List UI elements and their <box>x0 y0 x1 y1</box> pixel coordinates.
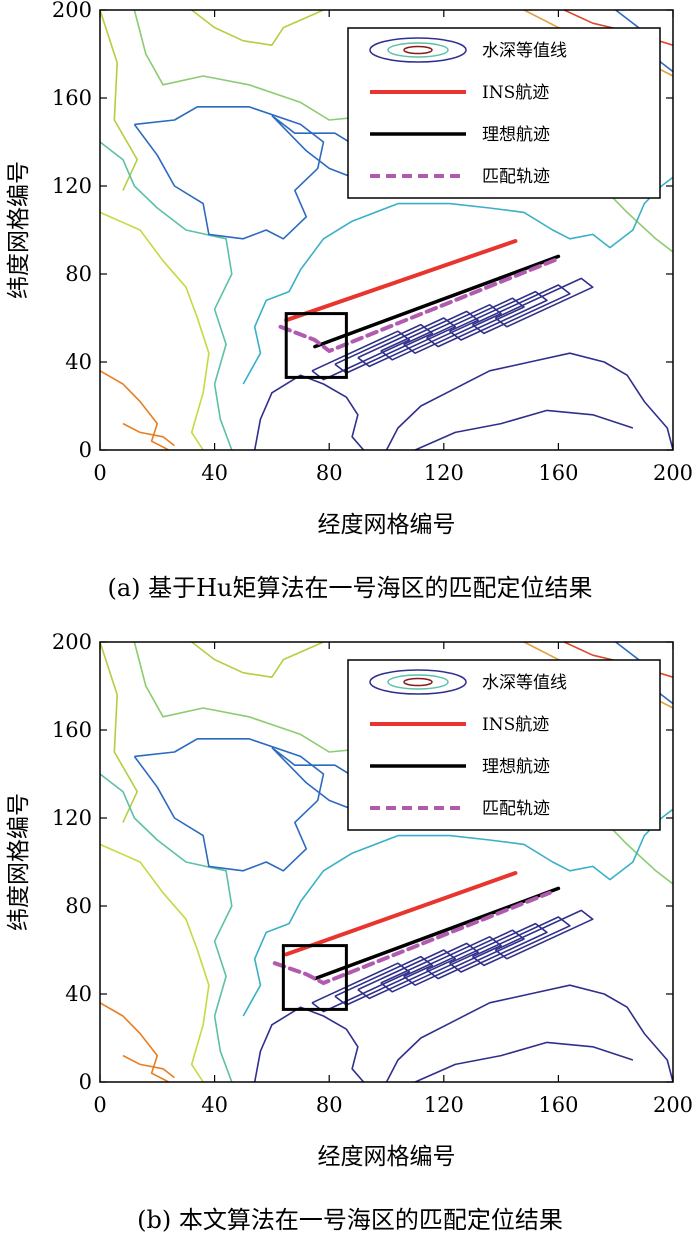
x-tick-label: 200 <box>653 1093 693 1117</box>
x-tick-label: 160 <box>538 1093 578 1117</box>
y-tick-label: 160 <box>52 86 92 110</box>
chart-a: 0 40 80 120 160 200 0 40 80 120 160 200 经度网格编号 纬度网格编号… <box>6 0 693 538</box>
contour-ridge <box>494 277 594 328</box>
legend-label: 匹配轨迹 <box>482 167 550 187</box>
contour-ridge <box>380 942 479 993</box>
y-tick-label: 40 <box>65 982 92 1006</box>
x-axis-label: 经度网格编号 <box>318 512 456 538</box>
plot-area: 0 40 80 120 160 200 0 40 80 120 160 200 经度网格编号 纬度网格编号… <box>6 0 693 538</box>
contour-line <box>191 9 324 47</box>
legend-label: 水深等值线 <box>482 673 567 693</box>
contour-line <box>99 773 233 1083</box>
contour-ridge <box>334 323 434 374</box>
legend-contour-icon <box>387 674 449 690</box>
axes-frame <box>99 641 674 1083</box>
track-line <box>313 254 561 349</box>
contour-line <box>385 352 674 451</box>
y-axis-label: 纬度网格编号 <box>6 793 32 931</box>
y-axis-label: 纬度网格编号 <box>6 161 32 299</box>
contour-ridge <box>426 929 525 980</box>
contour-ridge <box>403 935 502 987</box>
contour-ridge <box>426 297 525 348</box>
y-tick-label: 80 <box>65 262 92 286</box>
contour-ridge <box>380 310 479 361</box>
y-tick-label: 200 <box>52 632 92 654</box>
legend-contour-icon <box>403 45 433 55</box>
legend-label: 理想航迹 <box>482 757 550 777</box>
y-tick-label: 120 <box>52 806 92 830</box>
contour-line <box>242 808 674 1017</box>
contour-line <box>99 9 139 191</box>
x-tick-label: 80 <box>316 1093 343 1117</box>
legend-label: 理想航迹 <box>482 125 550 145</box>
contour-line <box>99 641 139 823</box>
x-tick-label: 120 <box>424 461 464 485</box>
x-tick-label: 80 <box>316 461 343 485</box>
legend-contour-icon <box>369 669 467 695</box>
chart-b: 0 40 80 120 160 200 0 40 80 120 160 200 经度网格编号 纬度网格编号… <box>6 632 693 1170</box>
track-line <box>284 239 518 323</box>
contour-line <box>414 1041 634 1083</box>
contour-line <box>253 1006 365 1083</box>
caption-b: (b) 本文算法在一号海区的匹配定位结果 <box>137 1206 563 1234</box>
contour-line <box>414 409 634 451</box>
contour-ridge <box>357 317 457 368</box>
x-tick-label: 0 <box>93 461 106 485</box>
legend-label: 匹配轨迹 <box>482 799 550 819</box>
contour-line <box>242 176 674 385</box>
contour-line <box>133 738 325 872</box>
y-tick-label: 80 <box>65 894 92 918</box>
highlight-box <box>284 312 348 379</box>
contour-ridge <box>471 284 571 335</box>
legend-contour-icon <box>387 42 449 58</box>
contour-line <box>99 1002 170 1083</box>
contour-ridge <box>334 955 434 1006</box>
y-tick-label: 0 <box>79 1070 92 1094</box>
contour-line <box>191 641 324 679</box>
contour-line <box>99 843 210 1083</box>
y-tick-label: 120 <box>52 174 92 198</box>
x-tick-label: 40 <box>201 1093 228 1117</box>
x-axis-label: 经度网格编号 <box>318 1144 456 1170</box>
legend-label: 水深等值线 <box>482 41 567 61</box>
y-tick-label: 0 <box>79 438 92 462</box>
contour-line <box>253 374 365 451</box>
track-line <box>272 890 552 986</box>
y-tick-label: 200 <box>52 0 92 22</box>
contour-line <box>99 141 233 451</box>
contour-lines <box>99 641 674 1083</box>
contour-line <box>133 106 325 240</box>
plot-area: 0 40 80 120 160 200 0 40 80 120 160 200 经度网格编号 纬度网格编号… <box>6 632 693 1170</box>
legend-contour-icon <box>403 677 433 687</box>
contour-ridge <box>403 303 502 355</box>
highlight-box <box>281 944 348 1011</box>
contour-line <box>99 370 170 451</box>
y-tick-label: 40 <box>65 350 92 374</box>
legend-contour-icon <box>369 37 467 63</box>
track-line <box>278 256 561 354</box>
contour-ridge <box>494 909 594 960</box>
y-tick-label: 160 <box>52 718 92 742</box>
axes-frame <box>99 9 674 451</box>
x-tick-label: 160 <box>538 461 578 485</box>
track-line <box>284 871 518 957</box>
contour-line <box>385 984 674 1083</box>
contour-ridge <box>449 922 548 973</box>
legend-label: INS航迹 <box>482 715 549 735</box>
x-tick-label: 200 <box>653 461 693 485</box>
contour-line <box>122 1054 175 1079</box>
legend-label: INS航迹 <box>482 83 549 103</box>
contour-ridge <box>449 290 548 341</box>
x-tick-label: 120 <box>424 1093 464 1117</box>
contour-ridge <box>471 916 571 967</box>
contour-ridge <box>357 949 457 1000</box>
contour-line <box>99 211 210 451</box>
caption-a: (a) 基于Hu矩算法在一号海区的匹配定位结果 <box>107 574 593 602</box>
x-tick-label: 40 <box>201 461 228 485</box>
x-tick-label: 0 <box>93 1093 106 1117</box>
contour-line <box>122 422 175 447</box>
